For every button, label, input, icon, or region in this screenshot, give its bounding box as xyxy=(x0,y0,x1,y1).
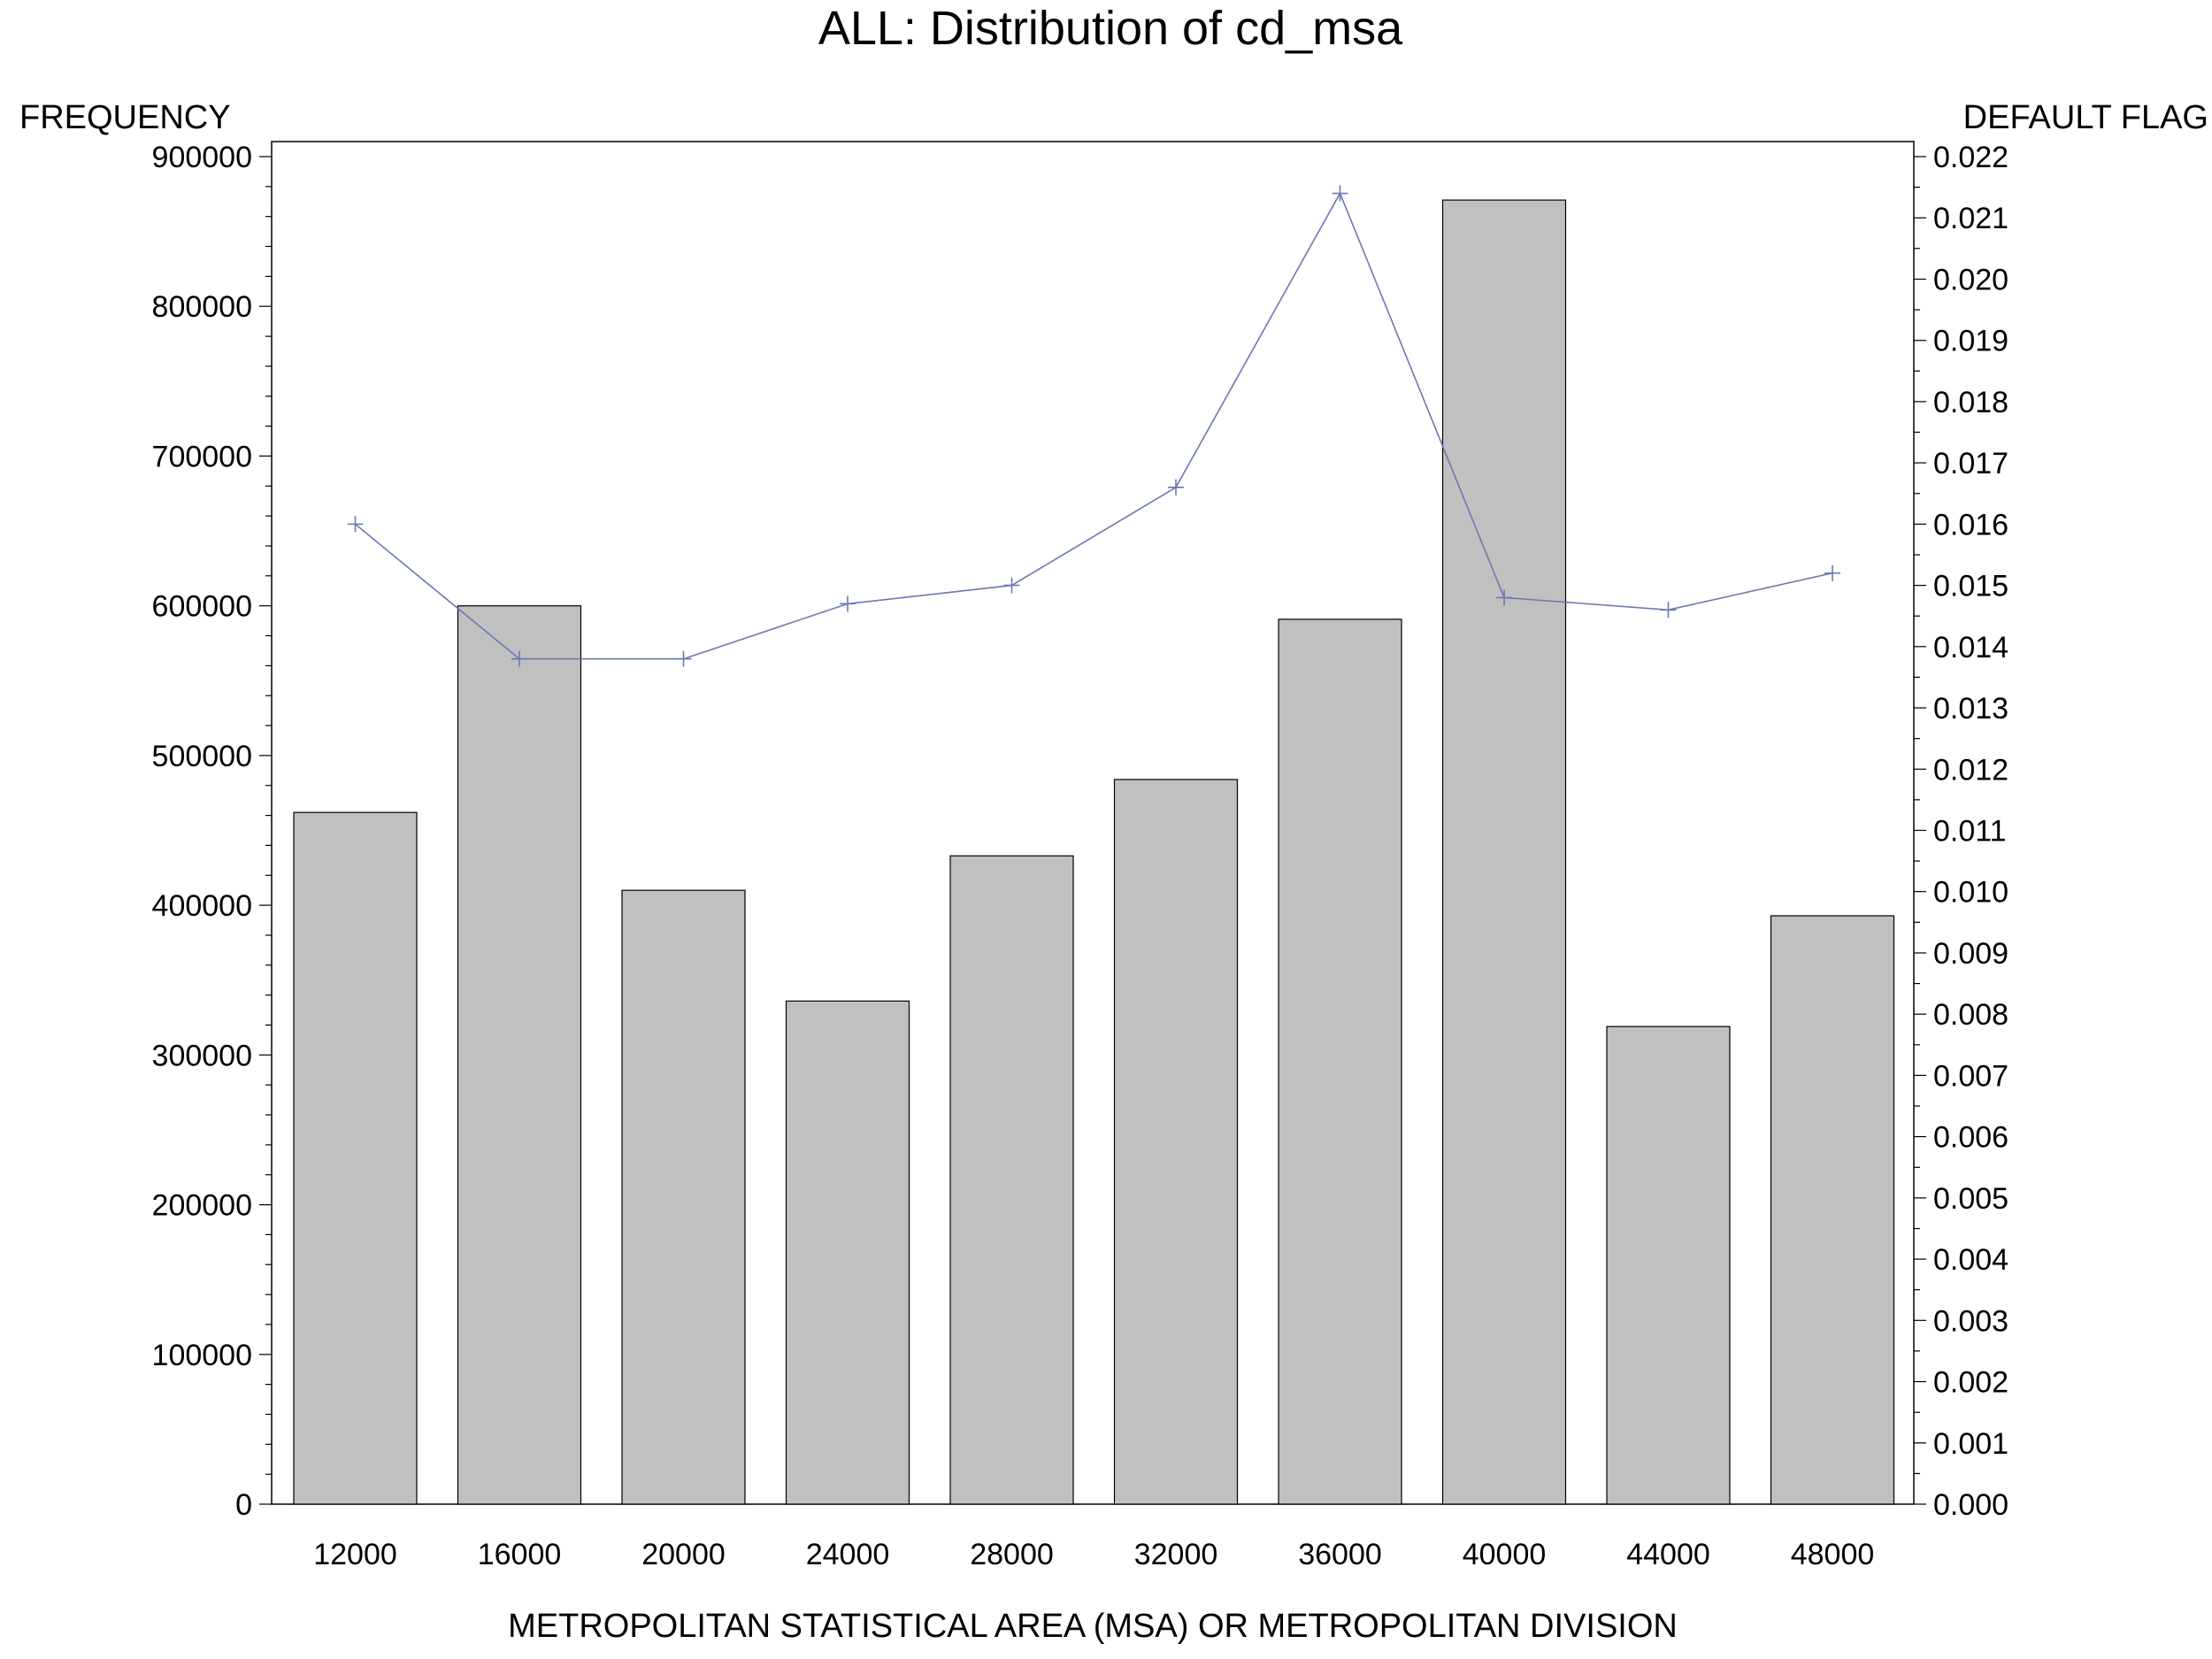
y2-tick-label: 0.019 xyxy=(1933,325,2008,358)
x-tick-label: 32000 xyxy=(1134,1538,1218,1571)
line-point-16000 xyxy=(511,650,527,667)
y2-tick-label: 0.011 xyxy=(1933,815,2007,849)
bar-32000 xyxy=(1113,779,1239,1505)
bar-36000 xyxy=(1278,618,1402,1505)
bar-20000 xyxy=(621,889,746,1505)
line-point-48000 xyxy=(1824,565,1840,581)
y-tick-label: 800000 xyxy=(152,290,252,324)
y2-tick-label: 0.020 xyxy=(1933,264,2008,297)
x-tick-label: 12000 xyxy=(313,1538,397,1571)
line-point-36000 xyxy=(1332,185,1348,202)
bar-44000 xyxy=(1606,1025,1731,1505)
y-tick-label: 600000 xyxy=(152,590,252,624)
x-tick-label: 44000 xyxy=(1626,1538,1710,1571)
x-tick-label: 20000 xyxy=(641,1538,726,1571)
y-tick-label: 400000 xyxy=(152,889,252,923)
y-tick-label: 300000 xyxy=(152,1039,252,1072)
y2-tick-label: 0.004 xyxy=(1933,1243,2008,1277)
y2-tick-label: 0.021 xyxy=(1933,202,2008,235)
y-tick-label: 0 xyxy=(235,1488,252,1522)
y2-tick-label: 0.013 xyxy=(1933,692,2008,726)
x-tick-label: 16000 xyxy=(478,1538,562,1571)
y2-tick-label: 0.002 xyxy=(1933,1366,2008,1400)
bar-48000 xyxy=(1770,915,1895,1505)
y-tick-label: 700000 xyxy=(152,440,252,473)
line-point-20000 xyxy=(675,650,692,667)
line-point-32000 xyxy=(1168,479,1184,495)
bar-28000 xyxy=(949,855,1074,1505)
line-point-24000 xyxy=(840,595,856,612)
y2-tick-label: 0.007 xyxy=(1933,1059,2008,1093)
y2-tick-label: 0.005 xyxy=(1933,1182,2008,1216)
x-tick-label: 36000 xyxy=(1298,1538,1382,1571)
y-tick-label: 900000 xyxy=(152,141,252,174)
bar-40000 xyxy=(1441,199,1567,1505)
bar-12000 xyxy=(293,811,418,1505)
y2-tick-label: 0.016 xyxy=(1933,508,2008,541)
line-point-40000 xyxy=(1496,589,1512,606)
x-tick-label: 48000 xyxy=(1791,1538,1875,1571)
x-tick-label: 24000 xyxy=(806,1538,890,1571)
y2-axis-label: DEFAULT FLAG xyxy=(1963,99,2208,136)
y2-tick-label: 0.008 xyxy=(1933,998,2008,1032)
y2-tick-label: 0.017 xyxy=(1933,447,2008,480)
chart-title: ALL: Distribution of cd_msa xyxy=(818,2,1403,55)
line-point-28000 xyxy=(1003,577,1020,594)
y-tick-label: 500000 xyxy=(152,740,252,773)
y2-tick-label: 0.018 xyxy=(1933,386,2008,419)
default-flag-line xyxy=(354,191,1833,660)
x-tick-label: 28000 xyxy=(970,1538,1054,1571)
y2-tick-label: 0.009 xyxy=(1933,937,2008,971)
y-tick-label: 200000 xyxy=(152,1189,252,1223)
y2-tick-label: 0.022 xyxy=(1933,141,2008,174)
y-tick-label: 100000 xyxy=(152,1339,252,1372)
bar-24000 xyxy=(785,1000,910,1505)
y2-tick-label: 0.001 xyxy=(1933,1427,2008,1461)
y-axis-label: FREQUENCY xyxy=(19,99,231,136)
y2-tick-label: 0.014 xyxy=(1933,631,2008,664)
y2-tick-label: 0.006 xyxy=(1933,1121,2008,1155)
y2-tick-label: 0.003 xyxy=(1933,1304,2008,1338)
line-point-12000 xyxy=(347,516,364,533)
line-point-44000 xyxy=(1660,602,1677,618)
bar-16000 xyxy=(457,605,582,1505)
y2-tick-label: 0.012 xyxy=(1933,753,2008,787)
plot-frame xyxy=(271,141,1915,1505)
x-axis-label: METROPOLITAN STATISTICAL AREA (MSA) OR M… xyxy=(508,1608,1678,1645)
x-tick-label: 40000 xyxy=(1463,1538,1547,1571)
y2-tick-label: 0.000 xyxy=(1933,1488,2008,1522)
y2-tick-label: 0.010 xyxy=(1933,876,2008,910)
y2-tick-label: 0.015 xyxy=(1933,570,2008,603)
